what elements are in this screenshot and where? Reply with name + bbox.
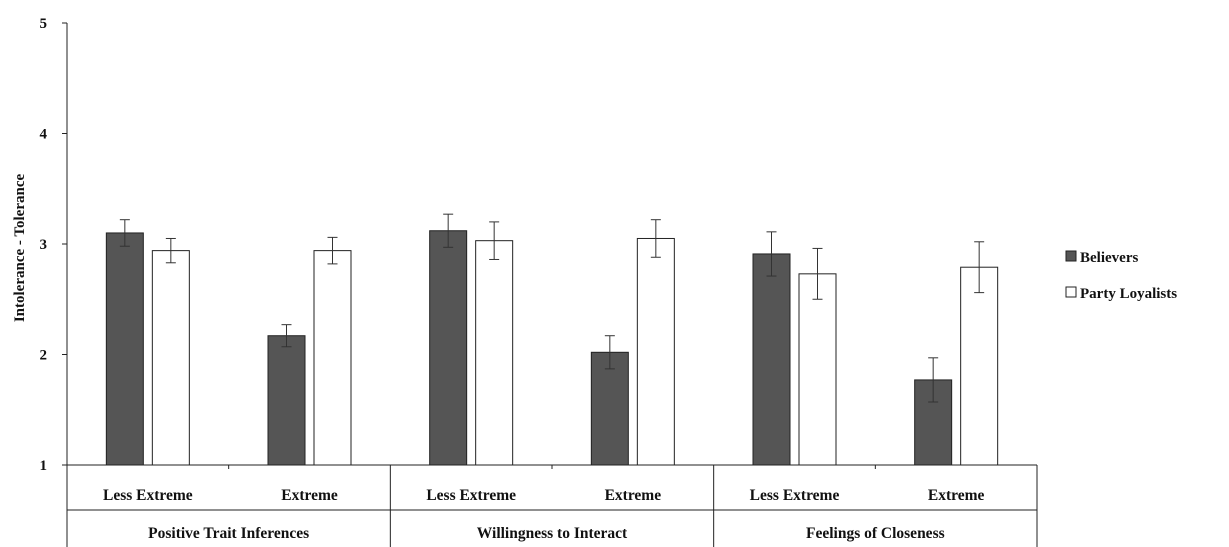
category-label: Extreme <box>928 487 985 504</box>
bar-party-loyalists <box>313 250 352 466</box>
legend-swatch <box>1065 250 1077 262</box>
y-tick-label: 5 <box>40 16 48 32</box>
bar-party-loyalists <box>636 237 675 466</box>
legend-label: Believers <box>1080 250 1138 266</box>
labels: 1 2 3 4 5 Less Extreme Extreme Less Extreme Extr… <box>40 16 985 542</box>
category-label: Less Extreme <box>103 487 193 504</box>
y-tick-label: 4 <box>40 127 48 143</box>
bar-believers <box>590 351 629 466</box>
group-label: Positive Trait Inferences <box>148 525 309 542</box>
legend-label: Party Loyalists <box>1080 286 1177 302</box>
group-label: Willingness to Interact <box>477 525 628 542</box>
y-tick-label: 2 <box>40 348 48 364</box>
category-label: Less Extreme <box>750 487 840 504</box>
bar-believers <box>267 335 306 466</box>
category-label: Less Extreme <box>426 487 516 504</box>
bar-believers <box>105 232 144 466</box>
bar-party-loyalists <box>475 240 514 466</box>
bar-believers <box>752 253 791 466</box>
y-tick-label: 3 <box>40 237 48 253</box>
bar-party-loyalists <box>151 250 190 466</box>
category-label: Extreme <box>281 487 338 504</box>
legend: Believers Party Loyalists <box>1065 250 1177 302</box>
y-axis-label: Intolerance - Tolerance <box>12 174 28 323</box>
axes <box>62 22 1038 547</box>
legend-swatch <box>1065 286 1077 298</box>
error-bars <box>119 213 985 403</box>
category-label: Extreme <box>605 487 662 504</box>
bars <box>105 230 999 466</box>
bar-party-loyalists <box>798 273 837 466</box>
bar-believers <box>429 230 468 466</box>
group-label: Feelings of Closeness <box>806 525 945 542</box>
bar-party-loyalists <box>960 266 999 466</box>
y-tick-label: 1 <box>40 458 48 474</box>
